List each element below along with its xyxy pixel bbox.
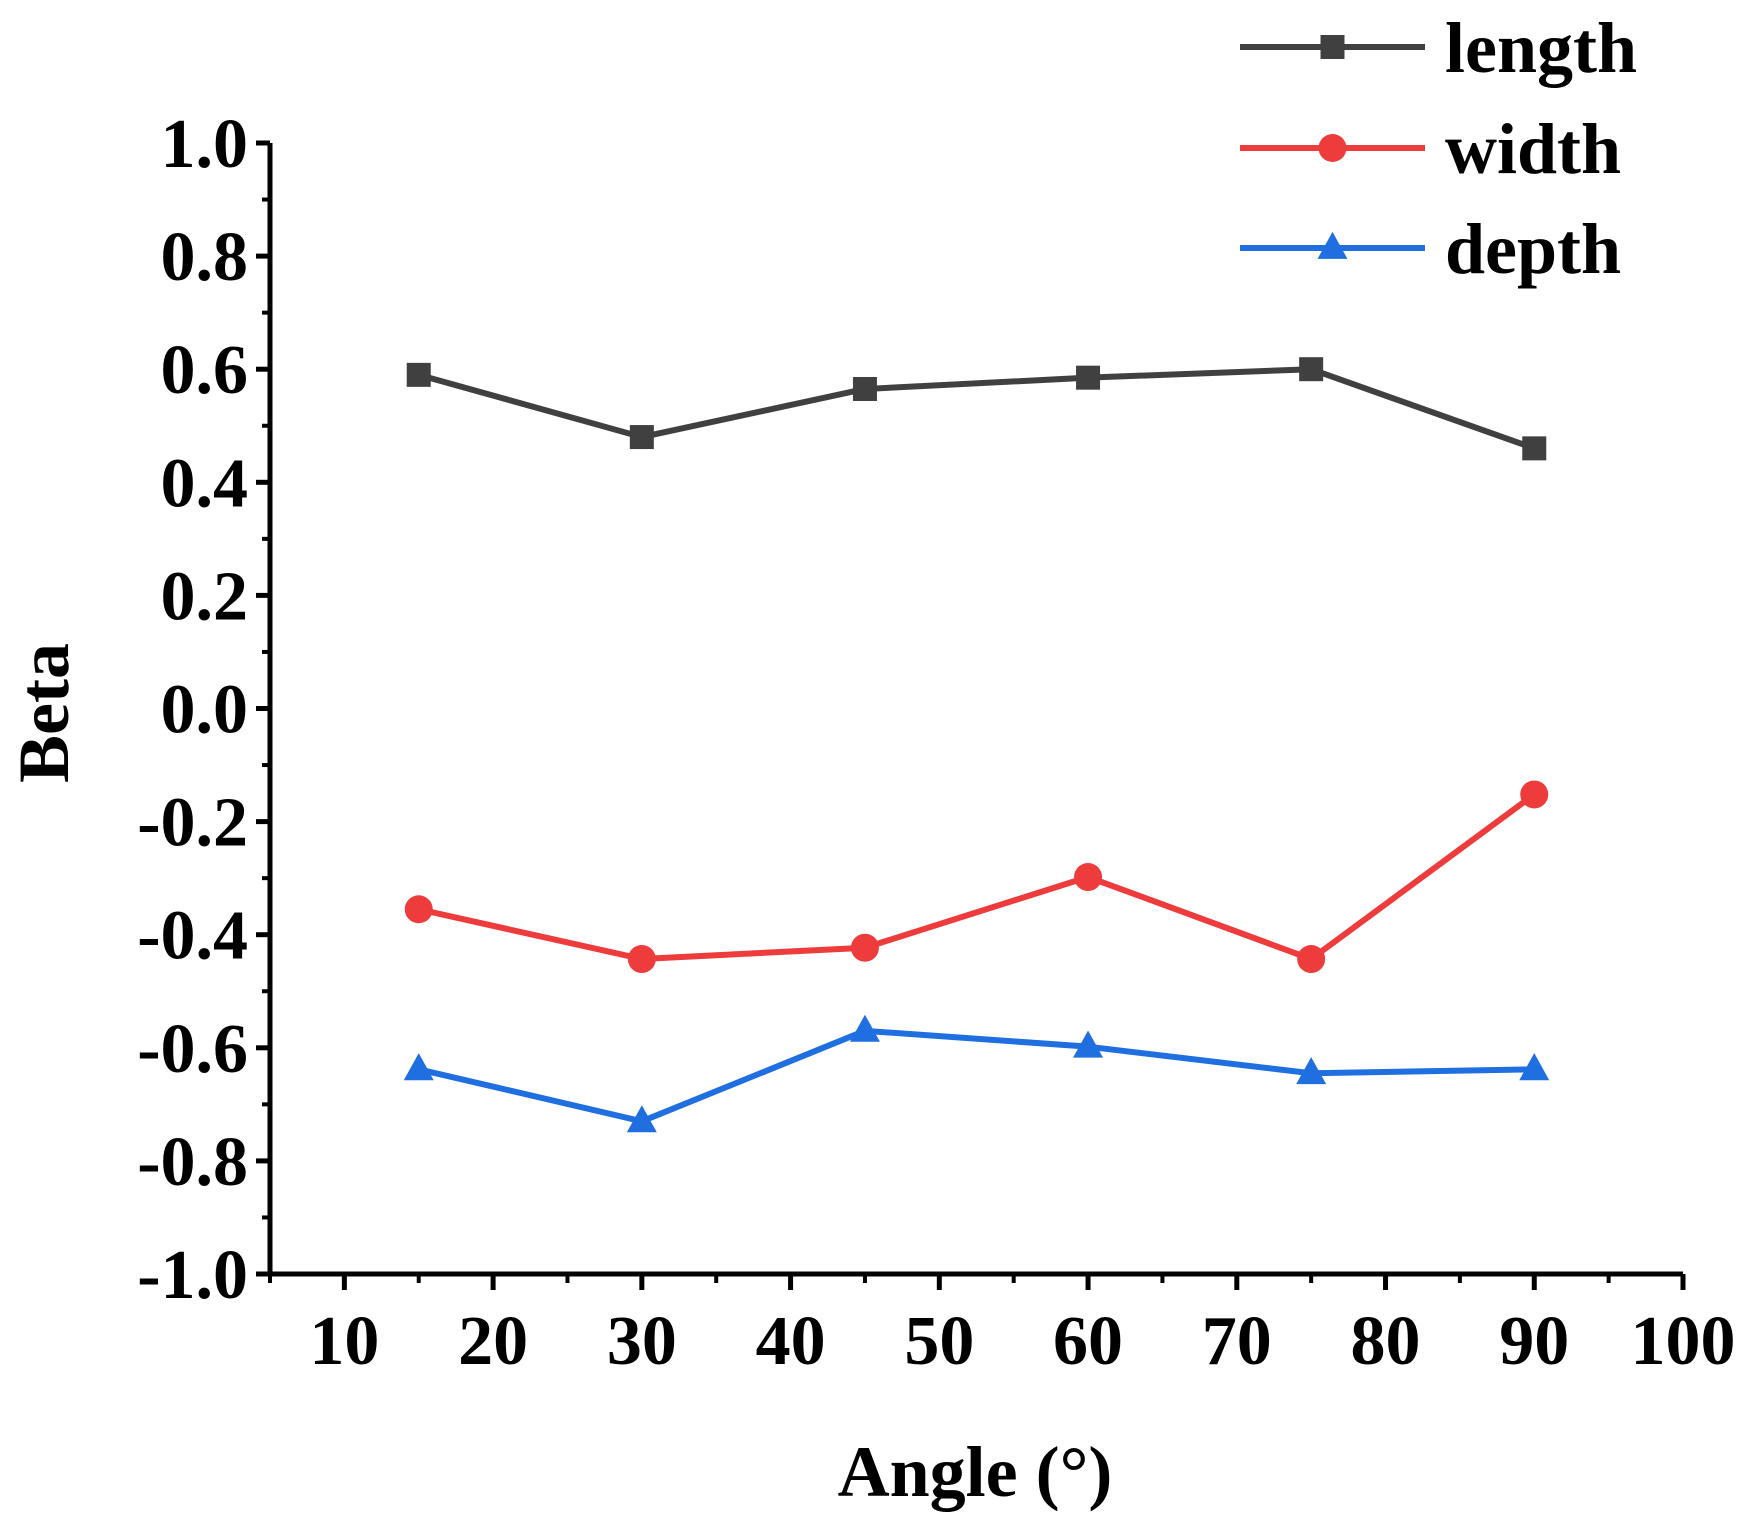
width-point bbox=[850, 933, 879, 962]
series-depth bbox=[403, 1014, 1550, 1133]
legend-swatch-marker bbox=[1320, 35, 1345, 59]
legend-label: width bbox=[1445, 109, 1621, 189]
depth-point bbox=[1519, 1053, 1550, 1081]
legend: length width depth bbox=[1240, 8, 1637, 289]
series-length bbox=[406, 357, 1547, 461]
x-tick-label: 10 bbox=[309, 1303, 379, 1380]
x-tick-label: 90 bbox=[1499, 1303, 1569, 1380]
y-tick-label: -0.6 bbox=[137, 1011, 248, 1088]
x-tick-label: 20 bbox=[458, 1303, 528, 1380]
depth-point bbox=[626, 1105, 657, 1133]
depth-line bbox=[418, 1027, 1535, 1125]
legend-swatch-marker bbox=[1317, 231, 1348, 259]
y-tick-label: 0.6 bbox=[161, 332, 249, 409]
legend-item-width: width bbox=[1240, 109, 1621, 189]
x-tick-label: 70 bbox=[1202, 1303, 1272, 1380]
y-tick-label: 0.8 bbox=[161, 219, 249, 296]
y-tick-label: 0.4 bbox=[161, 445, 249, 522]
y-tick-label: -0.4 bbox=[137, 898, 248, 975]
depth-point bbox=[403, 1053, 434, 1081]
series-width bbox=[404, 780, 1549, 974]
width-point bbox=[1520, 780, 1549, 809]
length-point bbox=[852, 376, 877, 401]
x-tick-label: 80 bbox=[1351, 1303, 1421, 1380]
y-tick-label: -0.2 bbox=[137, 785, 248, 862]
y-axis-title: Beta bbox=[4, 643, 84, 783]
depth-point bbox=[1296, 1057, 1327, 1085]
width-point bbox=[404, 895, 433, 924]
x-axis-title: Angle (°) bbox=[838, 1432, 1113, 1512]
y-tick-label: -1.0 bbox=[137, 1237, 248, 1314]
length-point bbox=[1299, 357, 1324, 382]
series-layer bbox=[403, 357, 1550, 1133]
legend-label: depth bbox=[1445, 209, 1621, 289]
width-point bbox=[627, 945, 656, 974]
y-tick-label: 1.0 bbox=[161, 106, 249, 183]
x-tick-label: 60 bbox=[1053, 1303, 1123, 1380]
legend-item-length: length bbox=[1240, 8, 1637, 88]
y-tick-label: 0.0 bbox=[161, 672, 249, 749]
length-line bbox=[417, 366, 1536, 452]
legend-swatch-marker bbox=[1318, 134, 1347, 162]
legend-label: length bbox=[1445, 8, 1637, 88]
length-point bbox=[629, 425, 654, 450]
depth-point bbox=[849, 1014, 880, 1042]
width-line bbox=[418, 792, 1537, 963]
length-point bbox=[406, 362, 431, 387]
y-tick-label: 0.2 bbox=[161, 558, 249, 635]
legend-item-depth: depth bbox=[1240, 209, 1621, 289]
x-tick-label: 40 bbox=[756, 1303, 826, 1380]
y-tick-label: -0.8 bbox=[137, 1124, 248, 1201]
length-point bbox=[1522, 436, 1547, 461]
x-tick-label: 30 bbox=[607, 1303, 677, 1380]
axes: -1.0 -0.8 -0.6 -0.4 -0.2 0.0 0.2 0.4 0.6 0.8 1.0 10… bbox=[137, 106, 1735, 1380]
depth-point bbox=[1073, 1030, 1104, 1058]
x-tick-label: 100 bbox=[1631, 1303, 1736, 1380]
width-point bbox=[1074, 863, 1103, 892]
x-tick-label: 50 bbox=[904, 1303, 974, 1380]
width-point bbox=[1297, 945, 1326, 974]
length-point bbox=[1076, 365, 1101, 390]
